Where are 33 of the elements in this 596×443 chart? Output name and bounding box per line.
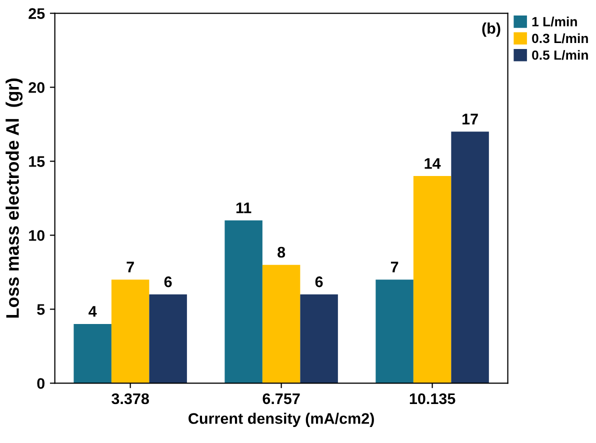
bar — [111, 280, 150, 384]
y-tick-label: 15 — [29, 156, 45, 167]
data-label: 11 — [236, 202, 252, 214]
data-label: 6 — [164, 276, 172, 288]
x-tick-label: 3.378 — [112, 393, 149, 404]
bar — [451, 132, 489, 384]
x-axis-title: Current density (mA/cm2) — [188, 412, 374, 427]
y-tick-label: 0 — [37, 378, 44, 389]
y-tick-label: 25 — [28, 8, 45, 19]
bar — [149, 294, 187, 384]
y-tick-label: 5 — [37, 304, 45, 315]
data-label: 7 — [126, 262, 134, 272]
bar — [74, 324, 112, 384]
y-axis-title: Loss mass electrode Al (gr) — [6, 78, 23, 318]
legend-label: 1 L/min — [532, 16, 577, 26]
bar — [262, 264, 300, 384]
bar — [224, 220, 262, 384]
data-label: 17 — [462, 114, 478, 124]
legend-label: 0.3 L/min — [532, 33, 588, 44]
data-label: 6 — [315, 276, 323, 288]
data-label: 14 — [424, 158, 441, 169]
x-tick-label: 6.757 — [262, 393, 300, 404]
annotation: (b) — [482, 22, 500, 37]
y-tick-label: 20 — [28, 82, 44, 93]
bar — [300, 294, 338, 384]
data-label: 4 — [88, 306, 97, 317]
bar — [413, 176, 452, 384]
x-tick-label: 10.135 — [410, 393, 456, 404]
data-label: 8 — [278, 246, 286, 258]
y-tick-label: 10 — [29, 230, 44, 241]
bar — [376, 280, 414, 384]
legend-label: 0.5 L/min — [532, 50, 588, 60]
data-label: 7 — [390, 262, 398, 272]
